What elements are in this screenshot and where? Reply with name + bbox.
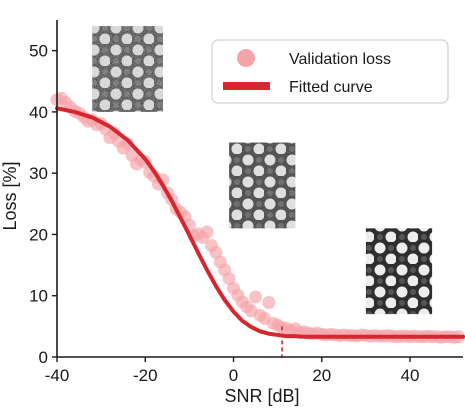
inset-images <box>92 26 433 315</box>
legend-validation-label: Validation loss <box>289 51 391 68</box>
y-tick-label: 40 <box>29 103 48 122</box>
inset-noise-overlay <box>229 142 296 229</box>
x-tick-label: 40 <box>401 366 420 385</box>
inset-noise-overlay <box>92 26 163 112</box>
x-tick-label: -40 <box>45 366 70 385</box>
validation-point <box>200 225 214 239</box>
x-axis-label: SNR [dB] <box>224 386 299 406</box>
y-tick-label: 30 <box>29 164 48 183</box>
inset-pattern-fill <box>365 228 433 315</box>
y-axis-label: Loss [%] <box>0 161 20 230</box>
noisy-pattern-image <box>92 26 163 112</box>
fitted-curve-layer <box>55 106 465 339</box>
legend-fitted-marker <box>223 82 270 90</box>
x-tick-label: -20 <box>133 366 158 385</box>
y-tick-label: 20 <box>29 225 48 244</box>
y-tick-label: 50 <box>29 42 48 61</box>
legend-validation-marker <box>237 49 255 67</box>
legend-box <box>211 39 449 104</box>
validation-point <box>222 272 236 286</box>
x-tick-label: 0 <box>229 366 238 385</box>
x-tick-label: 20 <box>312 366 331 385</box>
y-tick-label: 0 <box>39 348 48 367</box>
fitted-curve-line <box>55 106 465 339</box>
validation-point <box>209 245 223 259</box>
axes: 0 10 20 30 40 50 -40 -20 0 20 40 <box>29 20 463 385</box>
validation-point <box>249 290 263 304</box>
validation-point <box>121 137 135 151</box>
validation-point <box>262 295 276 309</box>
medium-noise-pattern-image <box>229 142 296 229</box>
clean-pattern-image <box>365 228 433 315</box>
legend: Validation loss Fitted curve <box>211 39 449 104</box>
legend-fitted-label: Fitted curve <box>289 79 373 96</box>
y-tick-label: 10 <box>29 287 48 306</box>
